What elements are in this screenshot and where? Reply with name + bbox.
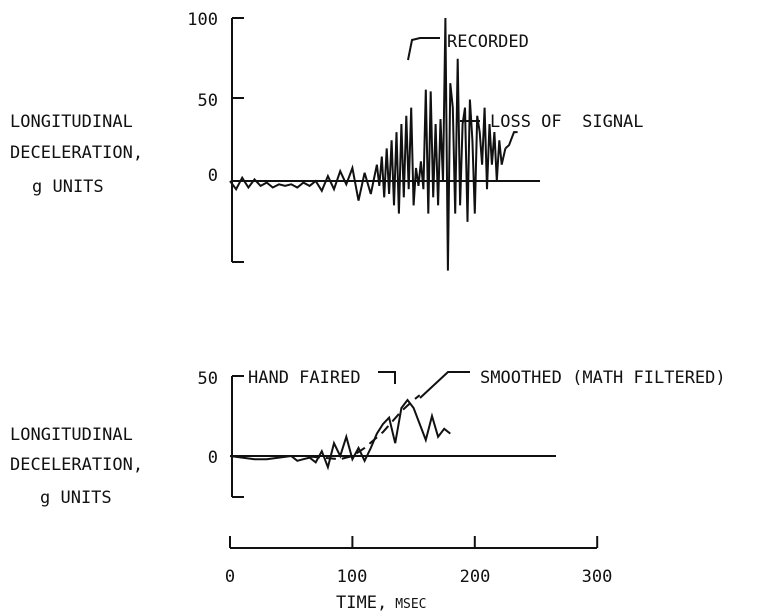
top-chart: LONGITUDINAL DECELERATION, g UNITS 100 5… <box>10 10 644 271</box>
x-axis-label-unit: MSEC <box>395 597 426 612</box>
top-y-tick-label-0: 0 <box>208 166 218 186</box>
top-y-tick-label-50: 50 <box>198 91 218 111</box>
top-series-signal-loss-line <box>504 131 518 150</box>
hand-faired-annotation: HAND FAIRED <box>248 368 361 388</box>
x-tick-label-100: 100 <box>337 567 368 587</box>
bottom-chart: LONGITUDINAL DECELERATION, g UNITS 50 0 … <box>10 368 726 613</box>
bottom-ylabel-line-3: g UNITS <box>40 488 112 508</box>
recorded-leader-line <box>407 37 440 61</box>
loss-of-signal-annotation: LOSS OF SIGNAL <box>490 112 644 132</box>
top-series-recorded-line <box>229 17 507 271</box>
hand-faired-pointer-line <box>378 371 396 384</box>
bottom-series-hand-faired-line <box>230 394 421 461</box>
x-axis-label-main: TIME, <box>336 593 387 613</box>
x-tick-label-0: 0 <box>225 567 235 587</box>
x-axis-label: TIME, MSEC <box>336 593 427 613</box>
bottom-y-tick-label-50: 50 <box>198 369 218 389</box>
smoothed-leader-line <box>419 371 470 399</box>
top-ylabel-line-3: g UNITS <box>32 177 104 197</box>
recorded-annotation: RECORDED <box>447 32 529 52</box>
top-y-tick-label-100: 100 <box>187 10 218 30</box>
bottom-y-tick-label-0: 0 <box>208 448 218 468</box>
top-ylabel-line-2: DECELERATION, <box>10 143 143 163</box>
top-ylabel-line-1: LONGITUDINAL <box>10 112 133 132</box>
x-tick-label-200: 200 <box>460 567 491 587</box>
x-tick-label-300: 300 <box>582 567 613 587</box>
bottom-series-smoothed-line <box>229 398 451 471</box>
bottom-ylabel-line-1: LONGITUDINAL <box>10 425 133 445</box>
bottom-ylabel-line-2: DECELERATION, <box>10 455 143 475</box>
x-ticks-group <box>229 536 599 548</box>
smoothed-annotation: SMOOTHED (MATH FILTERED) <box>480 368 726 388</box>
